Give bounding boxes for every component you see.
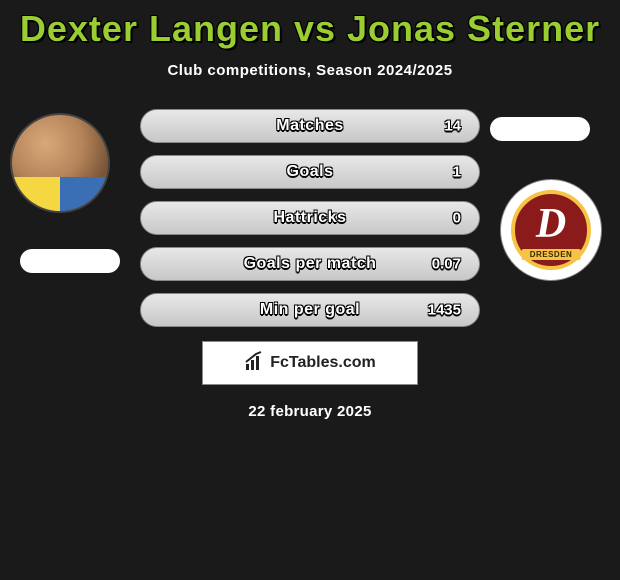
stat-value: 1435	[428, 302, 461, 319]
stat-label: Matches	[276, 117, 344, 135]
club-banner-text: DRESDEN	[522, 249, 581, 260]
date-text: 22 february 2025	[0, 403, 620, 420]
brand-text: FcTables.com	[270, 354, 376, 372]
brand-box: FcTables.com	[202, 341, 418, 385]
stat-value: 1	[453, 164, 461, 181]
stat-label: Goals per match	[244, 255, 377, 273]
stat-label: Min per goal	[260, 301, 360, 319]
stat-row: Goals 1	[140, 155, 480, 189]
club-right-inner: D DRESDEN	[511, 190, 591, 270]
club-right-badge: D DRESDEN	[500, 179, 602, 281]
stat-row: Min per goal 1435	[140, 293, 480, 327]
stat-row: Matches 14	[140, 109, 480, 143]
stat-value: 0	[453, 210, 461, 227]
content-area: D DRESDEN Matches 14 Goals 1 Hattricks 0…	[0, 109, 620, 420]
subtitle: Club competitions, Season 2024/2025	[0, 62, 620, 79]
page-title: Dexter Langen vs Jonas Sterner	[0, 0, 620, 50]
stats-list: Matches 14 Goals 1 Hattricks 0 Goals per…	[140, 109, 480, 327]
stat-row: Goals per match 0.07	[140, 247, 480, 281]
stat-label: Hattricks	[274, 209, 347, 227]
player-left-avatar	[10, 113, 110, 213]
player-right-badge-placeholder	[490, 117, 590, 141]
chart-icon	[244, 350, 266, 377]
stat-label: Goals	[287, 163, 334, 181]
player-left-badge-placeholder	[20, 249, 120, 273]
stat-value: 0.07	[432, 256, 461, 273]
stat-value: 14	[444, 118, 461, 135]
stat-row: Hattricks 0	[140, 201, 480, 235]
club-letter: D	[536, 203, 566, 245]
